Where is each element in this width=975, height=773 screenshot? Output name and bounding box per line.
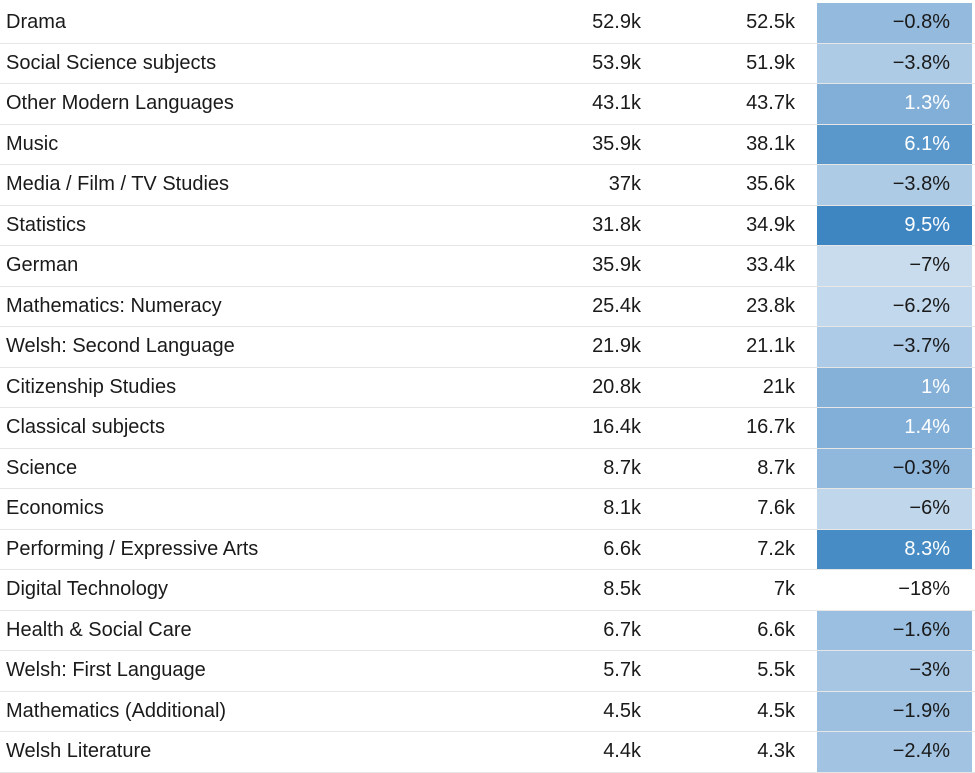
- subject-cell: Social Science subjects: [6, 51, 217, 74]
- subject-cell: Health & Social Care: [6, 618, 192, 641]
- change-cell: 9.5%: [817, 205, 972, 245]
- value-cell-1: 25.4k: [592, 294, 641, 317]
- change-cell: 1.3%: [817, 84, 972, 124]
- table-row: Welsh Literature 4.4k 4.3k −2.4%: [0, 732, 975, 773]
- table-row: Media / Film / TV Studies 37k 35.6k −3.8%: [0, 165, 975, 206]
- table-row: Economics 8.1k 7.6k −6%: [0, 489, 975, 530]
- value-cell-2: 43.7k: [746, 92, 795, 115]
- subject-cell: Drama: [6, 11, 67, 34]
- subject-cell: Performing / Expressive Arts: [6, 537, 259, 560]
- subject-cell: Science: [6, 456, 78, 479]
- value-cell-2: 5.5k: [757, 659, 795, 682]
- value-cell-2: 33.4k: [746, 254, 795, 277]
- subject-cell: Mathematics: Numeracy: [6, 294, 222, 317]
- change-cell: −3%: [817, 651, 972, 691]
- table-row: Classical subjects 16.4k 16.7k 1.4%: [0, 408, 975, 449]
- value-cell-1: 20.8k: [592, 375, 641, 398]
- change-cell: −7%: [817, 246, 972, 286]
- change-cell: 8.3%: [817, 529, 972, 569]
- subject-cell: German: [6, 254, 79, 277]
- table-row: Mathematics: Numeracy 25.4k 23.8k −6.2%: [0, 286, 975, 327]
- table-row: Social Science subjects 53.9k 51.9k −3.8%: [0, 43, 975, 84]
- value-cell-2: 6.6k: [757, 618, 795, 641]
- change-cell: −0.8%: [817, 3, 972, 43]
- subject-cell: Music: [6, 132, 59, 155]
- value-cell-1: 5.7k: [603, 659, 641, 682]
- subject-cell: Digital Technology: [6, 578, 168, 601]
- change-cell: −6.2%: [817, 286, 972, 326]
- value-cell-2: 23.8k: [746, 294, 795, 317]
- value-cell-2: 34.9k: [746, 213, 795, 236]
- table-row: Science 8.7k 8.7k −0.3%: [0, 448, 975, 489]
- subject-cell: Welsh: Second Language: [6, 335, 235, 358]
- table-row: Drama 52.9k 52.5k −0.8%: [0, 3, 975, 44]
- value-cell-2: 16.7k: [746, 416, 795, 439]
- table-row: Health & Social Care 6.7k 6.6k −1.6%: [0, 610, 975, 651]
- change-cell: −3.7%: [817, 327, 972, 367]
- value-cell-2: 52.5k: [746, 11, 795, 34]
- value-cell-1: 8.1k: [603, 497, 641, 520]
- change-cell: −3.8%: [817, 165, 972, 205]
- subject-cell: Statistics: [6, 213, 87, 236]
- value-cell-1: 6.6k: [603, 537, 641, 560]
- table-row: Performing / Expressive Arts 6.6k 7.2k 8.3%: [0, 529, 975, 570]
- change-cell: 1%: [817, 367, 972, 407]
- table-row: German 35.9k 33.4k −7%: [0, 246, 975, 287]
- data-table: Drama 52.9k 52.5k −0.8% Social Science subje…: [0, 3, 975, 773]
- change-cell: −18%: [817, 570, 972, 610]
- table-row: Welsh: Second Language 21.9k 21.1k −3.7%: [0, 327, 975, 368]
- table-row: Digital Technology 8.5k 7k −18%: [0, 570, 975, 611]
- subject-cell: Welsh: First Language: [6, 659, 206, 682]
- change-cell: −2.4%: [817, 732, 972, 772]
- table-row: Citizenship Studies 20.8k 21k 1%: [0, 367, 975, 408]
- table-row: Welsh: First Language 5.7k 5.5k −3%: [0, 651, 975, 692]
- value-cell-2: 21.1k: [746, 335, 795, 358]
- change-cell: 6.1%: [817, 124, 972, 164]
- value-cell-2: 38.1k: [746, 132, 795, 155]
- subject-cell: Other Modern Languages: [6, 92, 234, 115]
- value-cell-1: 37k: [608, 173, 641, 196]
- table-row: Music 35.9k 38.1k 6.1%: [0, 124, 975, 165]
- value-cell-2: 7k: [773, 578, 795, 601]
- table-row: Other Modern Languages 43.1k 43.7k 1.3%: [0, 84, 975, 125]
- subject-cell: Classical subjects: [6, 416, 165, 439]
- value-cell-1: 4.5k: [603, 699, 641, 722]
- value-cell-1: 52.9k: [592, 11, 641, 34]
- value-cell-1: 31.8k: [592, 213, 641, 236]
- value-cell-1: 8.5k: [603, 578, 641, 601]
- change-cell: −6%: [817, 489, 972, 529]
- value-cell-1: 35.9k: [592, 254, 641, 277]
- change-cell: 1.4%: [817, 408, 972, 448]
- value-cell-1: 43.1k: [592, 92, 641, 115]
- value-cell-1: 8.7k: [603, 456, 641, 479]
- value-cell-2: 7.2k: [757, 537, 795, 560]
- subject-cell: Economics: [6, 497, 104, 520]
- value-cell-2: 21k: [762, 375, 795, 398]
- subject-cell: Media / Film / TV Studies: [6, 173, 230, 196]
- value-cell-2: 4.5k: [757, 699, 795, 722]
- value-cell-1: 35.9k: [592, 132, 641, 155]
- value-cell-1: 21.9k: [592, 335, 641, 358]
- value-cell-1: 53.9k: [592, 51, 641, 74]
- change-cell: −3.8%: [817, 43, 972, 83]
- value-cell-1: 6.7k: [603, 618, 641, 641]
- table-row: Statistics 31.8k 34.9k 9.5%: [0, 205, 975, 246]
- value-cell-2: 7.6k: [757, 497, 795, 520]
- value-cell-1: 4.4k: [603, 740, 641, 763]
- change-cell: −1.6%: [817, 610, 972, 650]
- subject-cell: Mathematics (Additional): [6, 699, 227, 722]
- value-cell-2: 51.9k: [746, 51, 795, 74]
- change-cell: −0.3%: [817, 448, 972, 488]
- value-cell-1: 16.4k: [592, 416, 641, 439]
- table-row: Mathematics (Additional) 4.5k 4.5k −1.9%: [0, 691, 975, 732]
- value-cell-2: 8.7k: [757, 456, 795, 479]
- subject-cell: Citizenship Studies: [6, 375, 177, 398]
- value-cell-2: 4.3k: [757, 740, 795, 763]
- subject-cell: Welsh Literature: [6, 740, 152, 763]
- value-cell-2: 35.6k: [746, 173, 795, 196]
- change-cell: −1.9%: [817, 691, 972, 731]
